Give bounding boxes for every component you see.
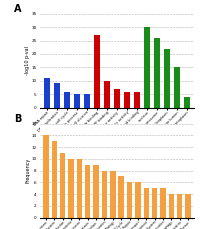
Bar <box>118 177 124 218</box>
Bar <box>152 188 157 218</box>
Bar <box>110 171 116 218</box>
Bar <box>144 188 149 218</box>
Bar <box>114 89 120 108</box>
Text: A: A <box>14 4 21 14</box>
Bar <box>102 171 107 218</box>
Bar <box>43 135 49 218</box>
Bar <box>54 84 60 108</box>
Bar <box>44 78 50 108</box>
Bar <box>184 97 190 108</box>
Text: B: B <box>14 114 21 124</box>
Bar <box>174 67 180 108</box>
Bar <box>169 194 174 218</box>
Bar <box>144 27 150 108</box>
Bar <box>135 182 141 218</box>
Bar <box>60 153 65 218</box>
Bar <box>185 194 191 218</box>
Bar <box>77 159 82 218</box>
Bar <box>74 94 80 108</box>
Bar <box>64 92 70 108</box>
Bar <box>104 81 110 108</box>
Bar <box>177 194 182 218</box>
Bar <box>124 92 130 108</box>
Bar <box>134 92 140 108</box>
Bar <box>127 182 132 218</box>
Bar <box>68 159 74 218</box>
Bar <box>160 188 166 218</box>
Bar <box>84 94 90 108</box>
Bar <box>154 38 160 108</box>
Y-axis label: Frequency: Frequency <box>25 158 30 183</box>
Bar <box>164 49 170 108</box>
Bar <box>93 165 99 218</box>
Bar <box>85 165 90 218</box>
Bar <box>52 141 57 218</box>
Y-axis label: -log10 p-val: -log10 p-val <box>25 46 30 75</box>
Bar <box>94 35 100 108</box>
